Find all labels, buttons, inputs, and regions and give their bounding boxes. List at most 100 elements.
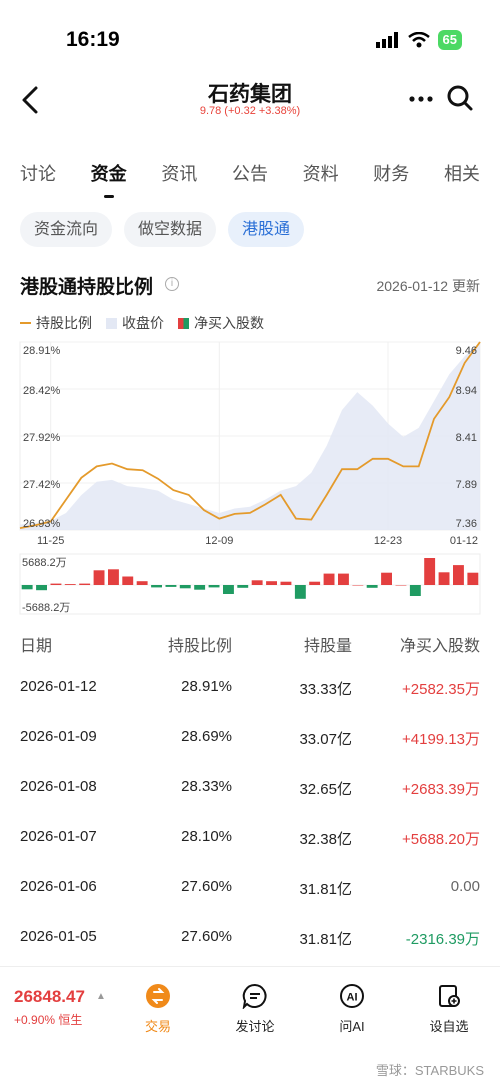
- table-row[interactable]: 2026-01-12 28.91% 33.33亿 +2582.35万: [0, 664, 500, 714]
- row-date: 2026-01-05: [20, 928, 97, 945]
- row-shares: 32.38亿: [299, 831, 352, 848]
- back-icon[interactable]: [16, 80, 46, 120]
- net-buy-bar: [21, 585, 33, 590]
- row-ratio: 28.10%: [181, 828, 232, 845]
- table-row[interactable]: 2026-01-09 28.69% 33.07亿 +4199.13万: [0, 714, 500, 764]
- close-price-area: [20, 342, 480, 530]
- row-net-buy: +4199.13万: [402, 731, 480, 748]
- up-arrow-icon: ▲: [96, 991, 106, 1002]
- net-buy-bar: [453, 565, 464, 585]
- sub-tabs: 资金流向 做空数据 港股通: [20, 212, 305, 247]
- signal-icon: [375, 32, 398, 48]
- info-icon[interactable]: i: [165, 277, 179, 291]
- chip-short-data[interactable]: 做空数据: [124, 212, 217, 247]
- x-tick-label: 12-23: [374, 535, 402, 547]
- row-net-buy: -2316.39万: [405, 931, 480, 948]
- bar-min-label: -5688.2万: [22, 602, 70, 614]
- y-left-tick-label: 28.42%: [23, 385, 61, 397]
- row-date: 2026-01-06: [20, 878, 97, 895]
- bar-frame: [19, 553, 481, 615]
- net-buy-bar: [136, 581, 148, 585]
- net-buy-bar: [208, 585, 220, 588]
- net-buy-bar: [223, 585, 234, 594]
- chip-stock-connect[interactable]: 港股通: [228, 212, 305, 247]
- net-buy-bar: [108, 569, 119, 585]
- row-ratio: 28.33%: [181, 778, 232, 795]
- net-buy-bar: [294, 585, 306, 599]
- tab-news[interactable]: 资讯: [161, 164, 198, 184]
- more-icon[interactable]: [408, 84, 434, 114]
- net-buy-bar: [366, 585, 378, 588]
- row-shares: 32.65亿: [299, 781, 352, 798]
- y-right-tick-label: 7.89: [456, 479, 477, 491]
- table-row[interactable]: 2026-01-05 27.60% 31.81亿 -2316.39万: [0, 914, 500, 964]
- y-right-tick-label: 8.94: [456, 385, 477, 397]
- tab-profile[interactable]: 资料: [302, 164, 339, 184]
- trade-button[interactable]: 交易: [118, 983, 198, 1035]
- y-right-tick-label: 7.36: [456, 518, 477, 530]
- net-buy-bar: [251, 580, 263, 585]
- table-row[interactable]: 2026-01-06 27.60% 31.81亿 0.00: [0, 864, 500, 914]
- chat-icon: [242, 983, 267, 1010]
- net-buy-bar: [395, 585, 407, 586]
- net-buy-bar: [467, 572, 479, 585]
- table-row[interactable]: 2026-01-07 28.10% 32.38亿 +5688.20万: [0, 814, 500, 864]
- row-ratio: 28.69%: [181, 728, 232, 745]
- col-shares: 持股量: [303, 638, 352, 655]
- row-date: 2026-01-12: [20, 678, 97, 695]
- table-header: 日期 持股比例 持股量 净买入股数: [0, 618, 500, 664]
- tab-related[interactable]: 相关: [443, 164, 480, 184]
- net-buy-bar: [179, 585, 191, 589]
- x-tick-label: 11-25: [37, 535, 64, 547]
- legend-holding-ratio: 持股比例: [20, 313, 92, 333]
- row-ratio: 27.60%: [181, 878, 232, 895]
- tab-funds[interactable]: 资金: [91, 160, 127, 200]
- add-watchlist-button[interactable]: 设自选: [409, 983, 489, 1035]
- net-buy-bar: [381, 572, 392, 585]
- holding-ratio-chart[interactable]: 28.91% 28.42% 27.92% 27.42% 26.93% 9.46 8.94 8.…: [0, 336, 500, 616]
- y-right-tick-label: 8.41: [456, 432, 477, 444]
- net-buy-bar: [280, 581, 292, 585]
- net-buy-bar: [50, 583, 62, 585]
- svg-text:AI: AI: [347, 992, 358, 1004]
- post-discussion-button[interactable]: 发讨论: [215, 983, 295, 1035]
- row-shares: 31.81亿: [299, 931, 352, 948]
- net-buy-bar: [409, 585, 421, 596]
- tab-announcements[interactable]: 公告: [231, 164, 268, 184]
- net-buy-bar: [424, 558, 436, 585]
- stock-quote: 9.78 (+0.32 +3.38%): [199, 105, 301, 117]
- net-buy-bar: [122, 576, 134, 585]
- net-buy-bar: [323, 573, 335, 585]
- net-buy-bar: [438, 572, 450, 585]
- row-net-buy: +2582.35万: [402, 681, 480, 698]
- x-tick-label: 12-09: [205, 535, 233, 547]
- trade-icon: [146, 984, 170, 1008]
- net-buy-bar: [36, 585, 47, 591]
- x-tick-label: 01-12: [450, 535, 478, 547]
- row-net-buy: +2683.39万: [402, 781, 480, 798]
- index-value[interactable]: 26848.47: [14, 987, 85, 1006]
- ai-icon: AI: [340, 984, 364, 1008]
- status-time: 16:19: [66, 28, 120, 51]
- watchlist-icon: [439, 985, 460, 1007]
- chip-fund-flow[interactable]: 资金流向: [20, 212, 113, 247]
- line-swatch-icon: [20, 322, 31, 324]
- net-buy-bar: [79, 583, 91, 585]
- col-net-buy: 净买入股数: [399, 638, 480, 655]
- tab-discussion[interactable]: 讨论: [20, 164, 56, 184]
- net-buy-bar: [93, 570, 105, 585]
- holding-ratio-line: [19, 341, 481, 529]
- table-row[interactable]: 2026-01-08 28.33% 32.65亿 +2683.39万: [0, 764, 500, 814]
- area-swatch-icon: [106, 317, 117, 329]
- row-date: 2026-01-09: [20, 728, 97, 745]
- search-icon[interactable]: [446, 82, 474, 114]
- index-change[interactable]: +0.90% 恒生: [14, 1013, 83, 1027]
- net-buy-bar: [165, 585, 177, 587]
- legend-close-price: 收盘价: [106, 313, 164, 333]
- row-net-buy: +5688.20万: [402, 831, 480, 848]
- ask-ai-button[interactable]: AI 问AI: [312, 983, 392, 1035]
- tab-financials[interactable]: 财务: [373, 164, 410, 184]
- net-buy-bar: [64, 584, 76, 585]
- row-date: 2026-01-07: [20, 828, 97, 845]
- net-buy-bar: [309, 581, 321, 585]
